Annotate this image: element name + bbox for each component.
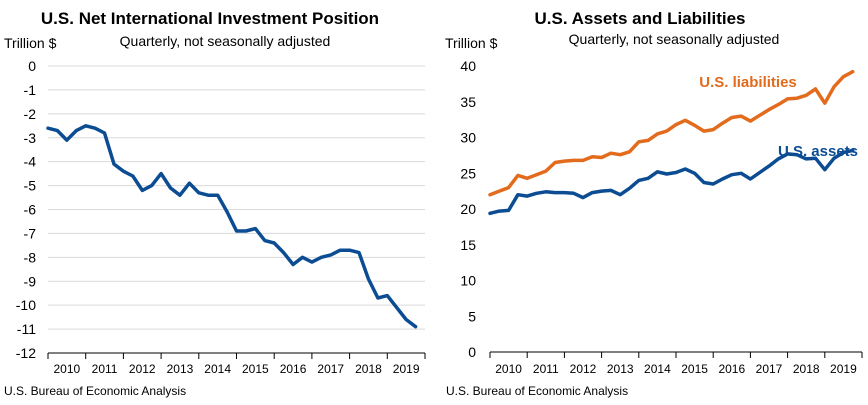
x-tick-label: 2012: [129, 362, 156, 376]
y-tick-label: -7: [24, 225, 37, 241]
x-tick-label: 2013: [607, 362, 634, 376]
y-tick-label: -4: [24, 154, 37, 170]
y-tick-label: -8: [24, 249, 37, 265]
gridlines: [48, 65, 425, 354]
x-tick-label: 2015: [242, 362, 269, 376]
y-axis-label: Trillion $: [4, 35, 57, 51]
y-tick-label: -10: [16, 297, 36, 313]
x-tick-label: 2019: [393, 362, 420, 376]
x-tick-label: 2013: [167, 362, 194, 376]
y-tick-label: -6: [24, 202, 37, 218]
series-label-assets: U.S. assets: [778, 143, 858, 160]
y-tick-label: -2: [24, 106, 37, 122]
y-tick-label: 25: [460, 165, 476, 181]
y-tick-label: 20: [460, 201, 476, 217]
chart-assets-liabilities: U.S. Assets and Liabilities Trillion $ Q…: [445, 9, 863, 398]
y-tick-label: -9: [24, 273, 37, 289]
source-note: U.S. Bureau of Economic Analysis: [4, 384, 186, 398]
x-tick-label: 2018: [793, 362, 820, 376]
x-tick-label: 2015: [681, 362, 708, 376]
y-tick-label: 5: [468, 308, 476, 324]
y-tick-label: -5: [24, 178, 37, 194]
x-tick-label: 2012: [570, 362, 597, 376]
x-axis-ticks: 2010 2011 2012 2013 2014 2015 2016 2017 2018 2019: [489, 352, 863, 376]
chart-niip: U.S. Net International Investment Positi…: [4, 9, 426, 398]
x-tick-label: 2010: [495, 362, 522, 376]
x-tick-label: 2016: [280, 362, 307, 376]
y-tick-label: 15: [460, 237, 476, 253]
y-tick-label: -11: [17, 321, 36, 337]
x-tick-label: 2016: [718, 362, 745, 376]
y-tick-label: -1: [24, 82, 37, 98]
y-tick-label: 35: [460, 94, 476, 110]
series-line: [488, 148, 855, 216]
source-note: U.S. Bureau of Economic Analysis: [446, 384, 628, 398]
y-tick-label: 40: [460, 58, 476, 74]
y-axis-ticks: 0 -1 -2 -3 -4 -5 -6 -7 -8 -9 -10 -11 -12: [16, 58, 36, 361]
y-tick-label: -12: [16, 345, 36, 361]
y-axis-ticks: 40 35 30 25 20 15 10 5 0: [460, 58, 476, 360]
x-axis-ticks: 2010 2011 2012 2013 2014 2015 2016 2017 2018 2019: [47, 353, 426, 376]
y-axis-label: Trillion $: [445, 35, 498, 51]
y-tick-label: 10: [460, 273, 476, 289]
x-tick-label: 2010: [53, 362, 80, 376]
x-tick-label: 2018: [355, 362, 382, 376]
y-tick-label: 0: [468, 344, 476, 360]
x-tick-label: 2011: [92, 362, 118, 376]
chart-title: U.S. Net International Investment Positi…: [41, 9, 379, 28]
chart-title: U.S. Assets and Liabilities: [535, 9, 746, 28]
series-line: [488, 69, 855, 197]
y-tick-label: -3: [24, 130, 37, 146]
y-tick-label: 0: [28, 58, 36, 74]
series-line: [46, 124, 418, 329]
y-tick-label: 30: [460, 130, 476, 146]
series-lines: [488, 69, 855, 216]
chart-subtitle: Quarterly, not seasonally adjusted: [120, 33, 331, 49]
x-tick-label: 2017: [756, 362, 783, 376]
x-tick-label: 2014: [204, 362, 231, 376]
chart-subtitle: Quarterly, not seasonally adjusted: [569, 31, 780, 47]
series-label-liabilities: U.S. liabilities: [699, 74, 797, 91]
x-tick-label: 2011: [533, 362, 559, 376]
x-tick-label: 2017: [317, 362, 344, 376]
series-lines: [46, 124, 418, 329]
x-tick-label: 2019: [830, 362, 857, 376]
x-tick-label: 2014: [644, 362, 671, 376]
